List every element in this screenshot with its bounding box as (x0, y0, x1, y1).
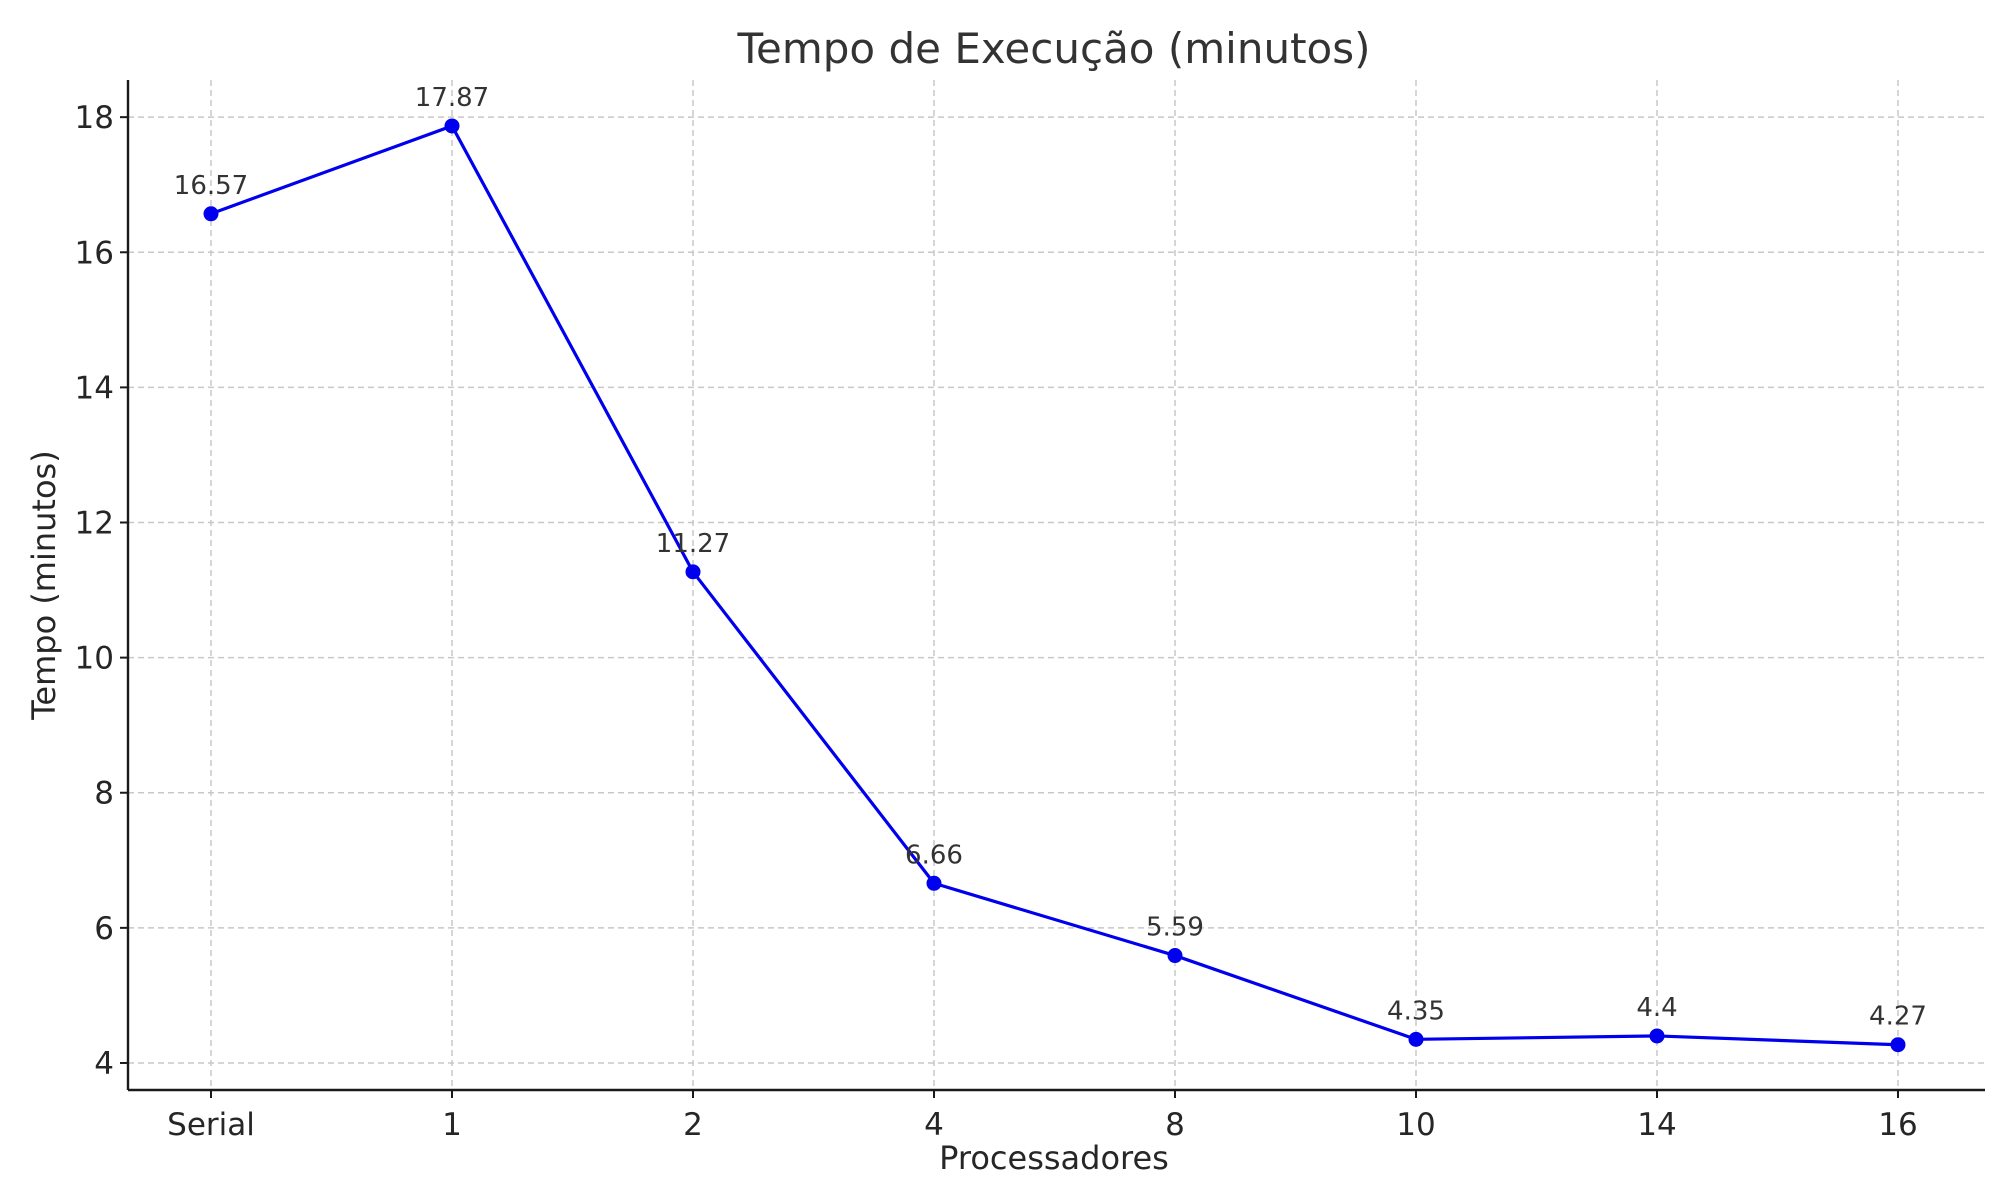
data-label: 17.87 (415, 83, 489, 113)
data-point (926, 875, 942, 891)
x-tick-label: 10 (1396, 1107, 1435, 1143)
x-tick-label: 1 (442, 1107, 462, 1143)
data-point (685, 564, 701, 580)
axes-layer (126, 80, 1985, 1092)
data-label: 11.27 (656, 529, 730, 559)
data-label: 6.66 (905, 840, 963, 870)
data-label: 5.59 (1146, 913, 1204, 943)
x-tick-label: 4 (924, 1107, 944, 1143)
y-tick-label: 14 (75, 370, 114, 406)
x-tick-label: 16 (1878, 1107, 1917, 1143)
grid-layer (128, 80, 1985, 1090)
x-axis-label: Processadores (939, 1139, 1169, 1177)
data-point (1167, 948, 1183, 964)
y-tick-label: 10 (75, 641, 114, 677)
x-tick-label: 2 (683, 1107, 703, 1143)
data-label: 4.4 (1636, 993, 1677, 1023)
data-label: 4.27 (1869, 1002, 1927, 1032)
y-tick-label: 8 (94, 776, 114, 812)
x-tick-label: 14 (1637, 1107, 1676, 1143)
data-label: 4.35 (1387, 996, 1445, 1026)
y-tick-label: 18 (75, 100, 114, 136)
y-axis-label: Tempo (minutos) (25, 450, 63, 720)
x-tick-label: Serial (167, 1107, 255, 1143)
x-tick-label: 8 (1165, 1107, 1185, 1143)
y-tick-label: 16 (75, 235, 114, 271)
data-point (1890, 1037, 1906, 1053)
y-tick-label: 12 (75, 506, 114, 542)
data-point (444, 118, 460, 134)
series-line (210, 124, 1899, 1047)
series-layer (203, 118, 1906, 1053)
data-label: 16.57 (174, 171, 248, 201)
y-tick-label: 4 (94, 1046, 114, 1082)
data-point (1649, 1028, 1665, 1044)
data-point (1408, 1031, 1424, 1047)
chart-title: Tempo de Execução (minutos) (737, 24, 1371, 73)
y-tick-label: 6 (94, 911, 114, 947)
data-point (203, 206, 219, 222)
data-labels-layer: 16.57 17.87 11.27 6.66 5.59 4.35 4.4 4.27 (174, 83, 1927, 1032)
